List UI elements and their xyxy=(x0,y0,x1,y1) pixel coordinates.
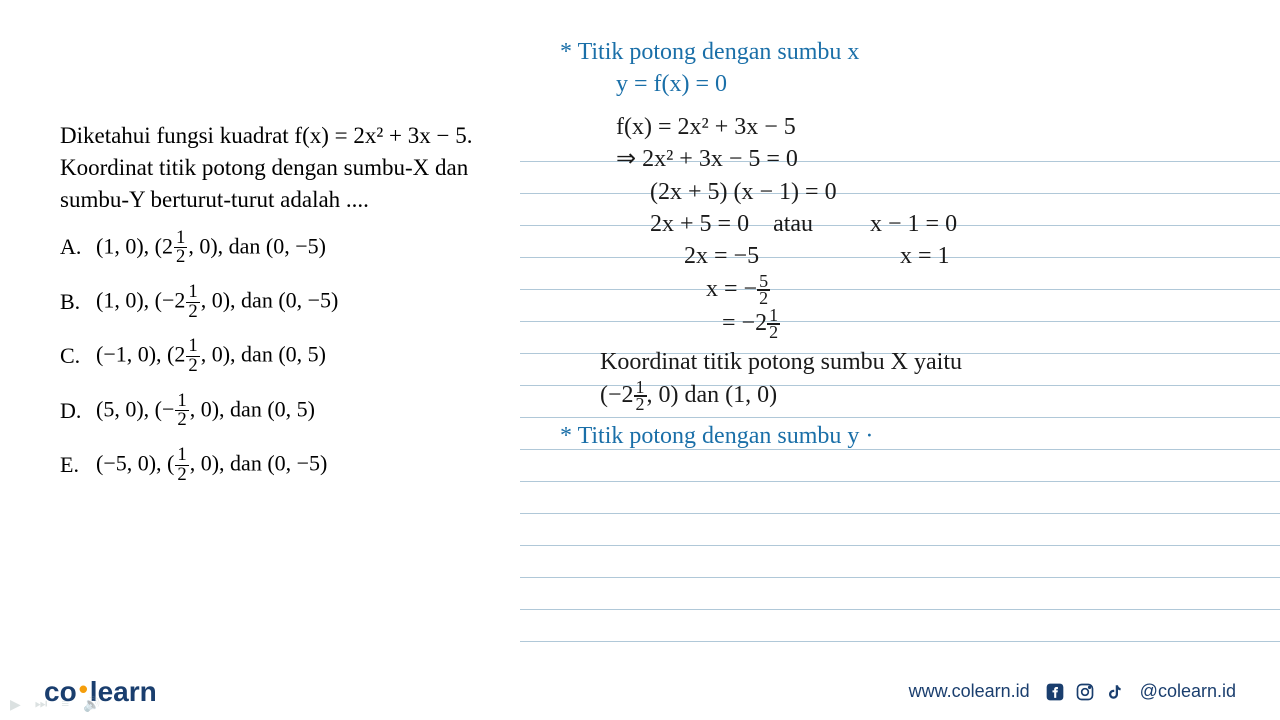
handwriting: * Titik potong dengan sumbu x y = f(x) =… xyxy=(560,30,1240,453)
video-controls-overlay: ▶ ⏭ ≡ 🔊 xyxy=(10,697,101,714)
hw-line: f(x) = 2x² + 3x − 5 xyxy=(560,111,1240,143)
q-line: Diketahui fungsi kuadrat f(x) = 2x² + 3x… xyxy=(60,120,540,152)
opt-content: (1, 0), (212, 0), dan (0, −5) xyxy=(96,229,326,267)
opt-letter: E. xyxy=(60,450,96,481)
hw-line: Koordinat titik potong sumbu X yaitu xyxy=(560,346,1240,378)
opt-letter: A. xyxy=(60,232,96,263)
footer: co•learn www.colearn.id @colearn.id xyxy=(0,662,1280,720)
q-line: sumbu-Y berturut-turut adalah .... xyxy=(60,184,540,216)
q-line: Koordinat titik potong dengan sumbu-X da… xyxy=(60,152,540,184)
opt-content: (1, 0), (−212, 0), dan (0, −5) xyxy=(96,283,338,321)
hw-line: 2x = −5 xyxy=(650,240,810,272)
footer-handle: @colearn.id xyxy=(1140,681,1236,702)
option-b: B. (1, 0), (−212, 0), dan (0, −5) xyxy=(60,283,540,321)
hw-line: y = f(x) = 0 xyxy=(560,68,1240,100)
hw-heading-x: * Titik potong dengan sumbu x xyxy=(560,36,1240,68)
next-icon[interactable]: ⏭ xyxy=(35,697,48,714)
hw-heading-y: * Titik potong dengan sumbu y · xyxy=(560,420,1240,452)
option-c: C. (−1, 0), (212, 0), dan (0, 5) xyxy=(60,337,540,375)
hw-line: ⇒ 2x² + 3x − 5 = 0 xyxy=(560,143,1240,175)
opt-letter: D. xyxy=(60,396,96,427)
hw-line: x = −52 xyxy=(650,273,810,307)
question-text: Diketahui fungsi kuadrat f(x) = 2x² + 3x… xyxy=(60,120,540,217)
opt-content: (−1, 0), (212, 0), dan (0, 5) xyxy=(96,337,326,375)
option-a: A. (1, 0), (212, 0), dan (0, −5) xyxy=(60,229,540,267)
tiktok-icon xyxy=(1104,681,1126,703)
opt-content: (−5, 0), (12, 0), dan (0, −5) xyxy=(96,446,327,484)
opt-content: (5, 0), (−12, 0), dan (0, 5) xyxy=(96,392,315,430)
instagram-icon xyxy=(1074,681,1096,703)
facebook-icon xyxy=(1044,681,1066,703)
option-d: D. (5, 0), (−12, 0), dan (0, 5) xyxy=(60,392,540,430)
hw-line: (−212, 0) dan (1, 0) xyxy=(560,379,1240,413)
options-list: A. (1, 0), (212, 0), dan (0, −5) B. (1, … xyxy=(60,229,540,485)
social-icons xyxy=(1044,681,1126,703)
opt-letter: C. xyxy=(60,341,96,372)
hw-line: (2x + 5) (x − 1) = 0 xyxy=(560,176,1240,208)
play-icon[interactable]: ▶ xyxy=(10,697,21,714)
volume-icon[interactable]: 🔊 xyxy=(83,697,100,714)
hw-line: x − 1 = 0 xyxy=(870,208,957,240)
footer-url: www.colearn.id xyxy=(909,681,1030,702)
solution-panel: * Titik potong dengan sumbu x y = f(x) =… xyxy=(540,30,1240,640)
playlist-icon[interactable]: ≡ xyxy=(61,697,69,714)
hw-line: x = 1 xyxy=(870,240,957,272)
question-panel: Diketahui fungsi kuadrat f(x) = 2x² + 3x… xyxy=(60,30,540,640)
hw-line: = −212 xyxy=(650,307,810,341)
opt-letter: B. xyxy=(60,287,96,318)
option-e: E. (−5, 0), (12, 0), dan (0, −5) xyxy=(60,446,540,484)
hw-row-split: 2x + 5 = 0 atau 2x = −5 x = −52 = −212 x… xyxy=(560,208,1240,340)
footer-right: www.colearn.id @colearn.id xyxy=(909,681,1236,703)
